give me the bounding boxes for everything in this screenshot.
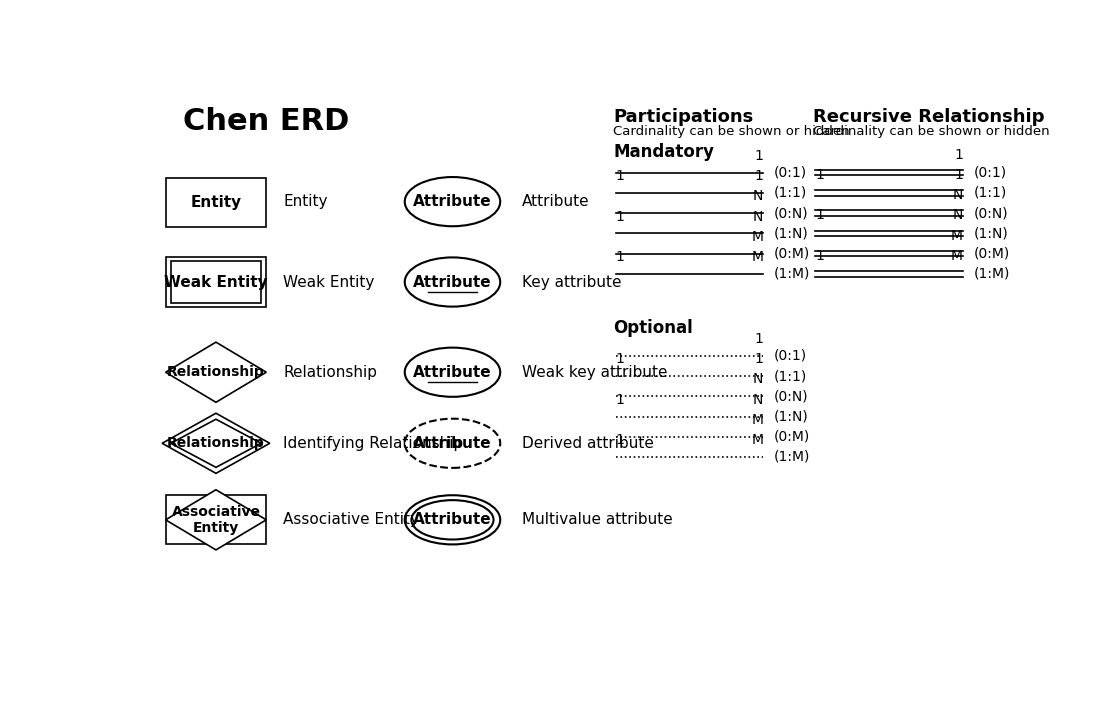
Text: 1: 1 xyxy=(616,169,625,183)
Text: 1: 1 xyxy=(755,169,763,183)
Text: (0:M): (0:M) xyxy=(973,246,1009,261)
Polygon shape xyxy=(162,413,270,474)
Text: M: M xyxy=(752,433,763,447)
Text: (0:1): (0:1) xyxy=(973,165,1007,180)
Ellipse shape xyxy=(404,419,501,468)
Text: (1:M): (1:M) xyxy=(774,450,810,464)
Text: (1:N): (1:N) xyxy=(774,410,809,423)
Bar xyxy=(166,178,265,227)
Text: 1: 1 xyxy=(616,433,625,447)
Text: Attribute: Attribute xyxy=(413,194,492,209)
Text: Participations: Participations xyxy=(613,108,754,126)
Text: Relationship: Relationship xyxy=(167,436,264,450)
Text: Weak Entity: Weak Entity xyxy=(165,275,268,290)
Text: M: M xyxy=(752,230,763,244)
Ellipse shape xyxy=(404,177,501,226)
Text: 1: 1 xyxy=(954,168,963,182)
Text: (1:M): (1:M) xyxy=(973,267,1009,281)
Text: N: N xyxy=(952,188,963,202)
Polygon shape xyxy=(166,342,267,403)
Text: Attribute: Attribute xyxy=(522,194,589,209)
Text: (0:1): (0:1) xyxy=(774,349,806,363)
Text: Associative Entity: Associative Entity xyxy=(283,513,419,528)
Ellipse shape xyxy=(404,496,501,545)
Bar xyxy=(166,258,265,307)
Text: 1: 1 xyxy=(815,249,824,263)
Text: N: N xyxy=(753,393,763,407)
Text: Key attribute: Key attribute xyxy=(522,275,622,290)
Text: (1:N): (1:N) xyxy=(973,226,1008,241)
Text: (1:1): (1:1) xyxy=(973,186,1007,200)
Text: Relationship: Relationship xyxy=(167,365,264,379)
Text: Derived attribute: Derived attribute xyxy=(522,436,654,451)
Text: 1: 1 xyxy=(616,352,625,366)
Text: Relationship: Relationship xyxy=(283,365,377,380)
Text: 1: 1 xyxy=(755,332,763,346)
Text: N: N xyxy=(753,209,763,224)
Bar xyxy=(166,496,265,545)
Polygon shape xyxy=(171,419,261,467)
Text: Associative
Entity: Associative Entity xyxy=(171,505,261,535)
Text: Entity: Entity xyxy=(190,195,242,210)
Text: Mandatory: Mandatory xyxy=(613,143,715,161)
Text: 1: 1 xyxy=(815,168,824,182)
Text: (0:1): (0:1) xyxy=(774,165,806,180)
Text: M: M xyxy=(951,249,963,263)
Text: Cardinality can be shown or hidden: Cardinality can be shown or hidden xyxy=(813,125,1049,138)
Text: (0:M): (0:M) xyxy=(774,246,810,261)
Text: M: M xyxy=(752,250,763,264)
Text: Weak key attribute: Weak key attribute xyxy=(522,365,668,380)
Text: (0:M): (0:M) xyxy=(774,430,810,444)
Text: 1: 1 xyxy=(815,209,824,222)
Text: Chen ERD: Chen ERD xyxy=(184,107,349,136)
Text: (0:N): (0:N) xyxy=(774,389,809,403)
Text: Multivalue attribute: Multivalue attribute xyxy=(522,513,673,528)
Text: (1:1): (1:1) xyxy=(774,186,806,200)
Bar xyxy=(171,261,261,303)
Text: 1: 1 xyxy=(616,393,625,407)
Text: (1:1): (1:1) xyxy=(774,369,806,383)
Text: Identifying Relationship: Identifying Relationship xyxy=(283,436,464,451)
Text: (0:N): (0:N) xyxy=(973,206,1008,220)
Text: Attribute: Attribute xyxy=(413,513,492,528)
Ellipse shape xyxy=(404,258,501,307)
Ellipse shape xyxy=(411,500,494,540)
Text: 1: 1 xyxy=(954,148,963,162)
Text: (0:N): (0:N) xyxy=(774,206,809,220)
Text: Weak Entity: Weak Entity xyxy=(283,275,374,290)
Text: 1: 1 xyxy=(616,209,625,224)
Ellipse shape xyxy=(404,348,501,397)
Text: Attribute: Attribute xyxy=(413,436,492,451)
Text: M: M xyxy=(951,229,963,243)
Text: M: M xyxy=(752,413,763,427)
Text: (1:N): (1:N) xyxy=(774,226,809,241)
Text: N: N xyxy=(753,190,763,203)
Text: 1: 1 xyxy=(755,149,763,163)
Text: Attribute: Attribute xyxy=(413,275,492,290)
Text: 1: 1 xyxy=(755,352,763,366)
Text: Attribute: Attribute xyxy=(413,365,492,380)
Text: Entity: Entity xyxy=(283,194,328,209)
Text: Cardinality can be shown or hidden: Cardinality can be shown or hidden xyxy=(613,125,850,138)
Text: Recursive Relationship: Recursive Relationship xyxy=(813,108,1044,126)
Text: Optional: Optional xyxy=(613,320,693,337)
Text: N: N xyxy=(753,373,763,386)
Text: 1: 1 xyxy=(616,250,625,264)
Text: (1:M): (1:M) xyxy=(774,267,810,281)
Text: N: N xyxy=(952,209,963,222)
Polygon shape xyxy=(166,490,267,550)
